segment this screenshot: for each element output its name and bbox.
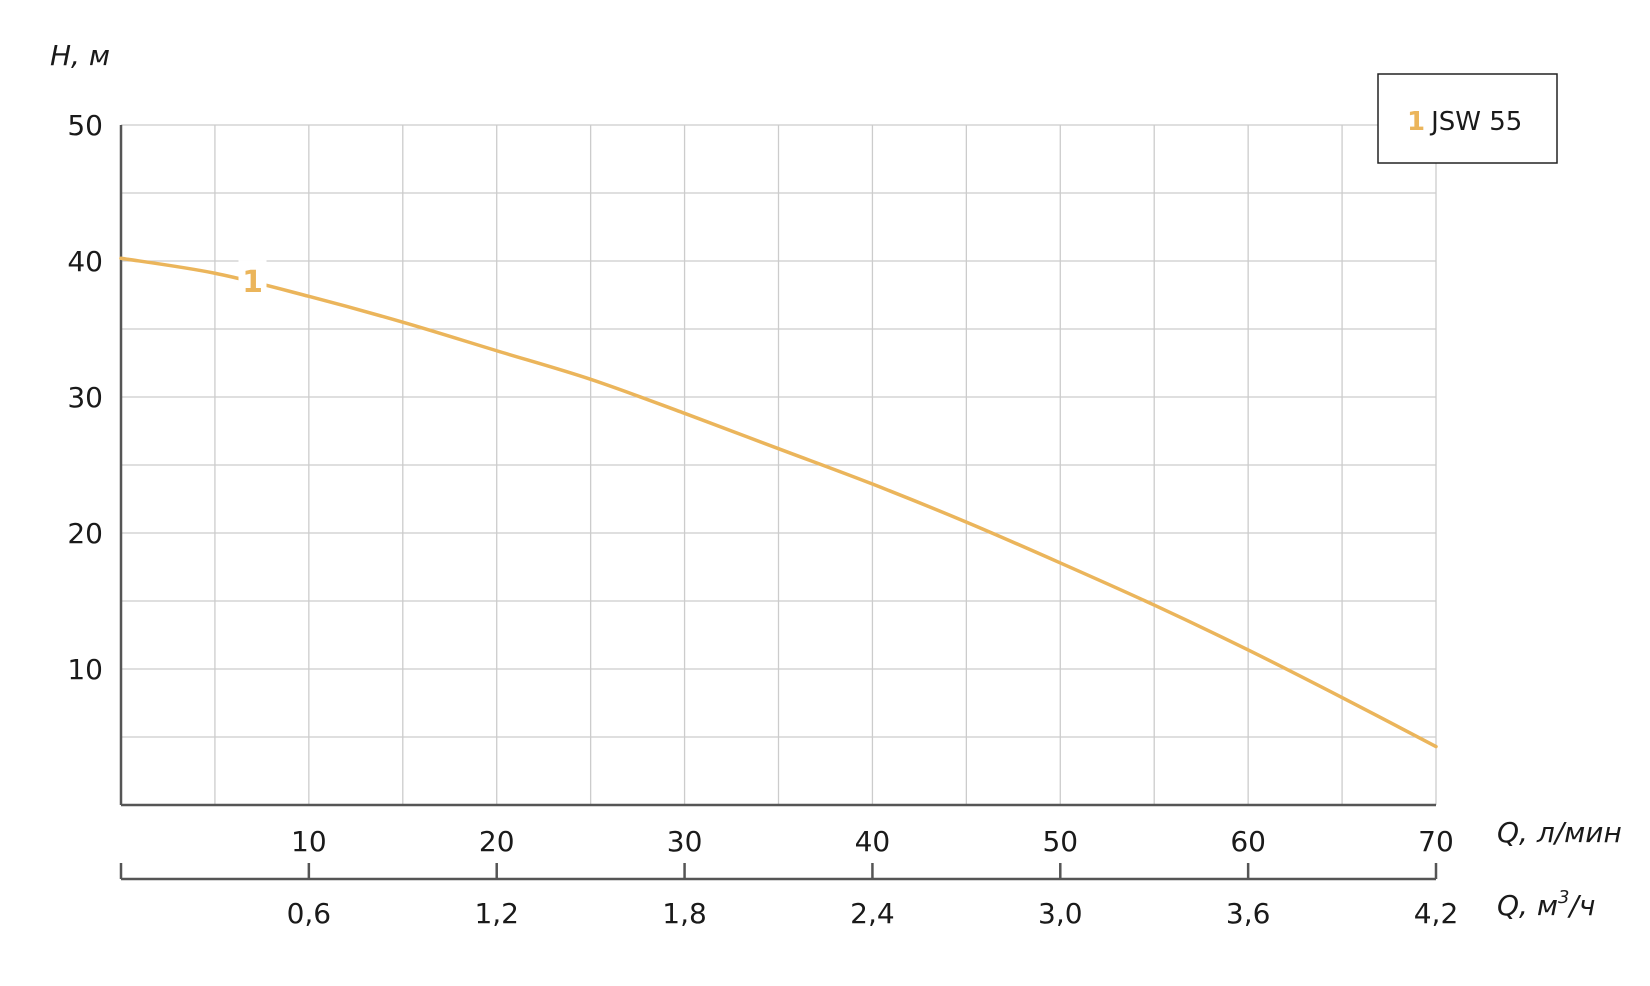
x-tick-label: 40 (855, 825, 891, 858)
x-axis-title-lpm: Q, л/мин (1497, 816, 1622, 849)
legend: 1 JSW 55 (1377, 73, 1558, 164)
legend-label: JSW 55 (1429, 107, 1522, 137)
axes (119, 125, 1438, 881)
x2-tick-label: 1,2 (474, 897, 519, 930)
grid (121, 124, 1437, 805)
y-tick-label: 30 (67, 381, 103, 414)
legend-box (1377, 73, 1558, 164)
x-tick-label: 50 (1042, 825, 1078, 858)
curve-label-halo (238, 260, 267, 299)
legend-entry: 1 JSW 55 (1407, 107, 1522, 137)
x-axis-title-m3h-sup: 3 (1558, 887, 1569, 908)
x2-tick-label: 2,4 (850, 897, 895, 930)
x-tick-label: 30 (667, 825, 703, 858)
x2-tick-label: 1,8 (662, 897, 707, 930)
curve-label: 1 (242, 265, 263, 300)
x-tick-label: 70 (1418, 825, 1454, 858)
x2-tick-label: 3,6 (1226, 897, 1271, 930)
y-tick-label: 10 (67, 653, 103, 686)
x2-tick-label: 0,6 (287, 897, 332, 930)
x-axis-title-m3h-tail: /ч (1566, 889, 1595, 922)
y-tick-label: 40 (67, 245, 103, 278)
x2-tick-label: 4,2 (1414, 897, 1459, 930)
performance-curve (119, 256, 1438, 749)
y-tick-label: 20 (67, 517, 103, 550)
curves: 1 (119, 256, 1438, 749)
x-axis-title-m3h-main: Q, м (1497, 889, 1558, 922)
legend-number: 1 (1407, 107, 1425, 137)
x2-tick-label: 3,0 (1038, 897, 1083, 930)
tick-labels: 10 20 30 40 50 10 20 30 40 50 60 70 0,6 1,2 1,8 2,4 3,0 3… (67, 109, 1458, 930)
x-tick-label: 10 (291, 825, 327, 858)
y-axis-title: H, м (50, 39, 110, 72)
x-axis-title-m3h: Q, м3/ч (1497, 887, 1595, 922)
y-tick-label: 50 (67, 109, 103, 142)
x-tick-label: 20 (479, 825, 515, 858)
x-tick-label: 60 (1230, 825, 1266, 858)
